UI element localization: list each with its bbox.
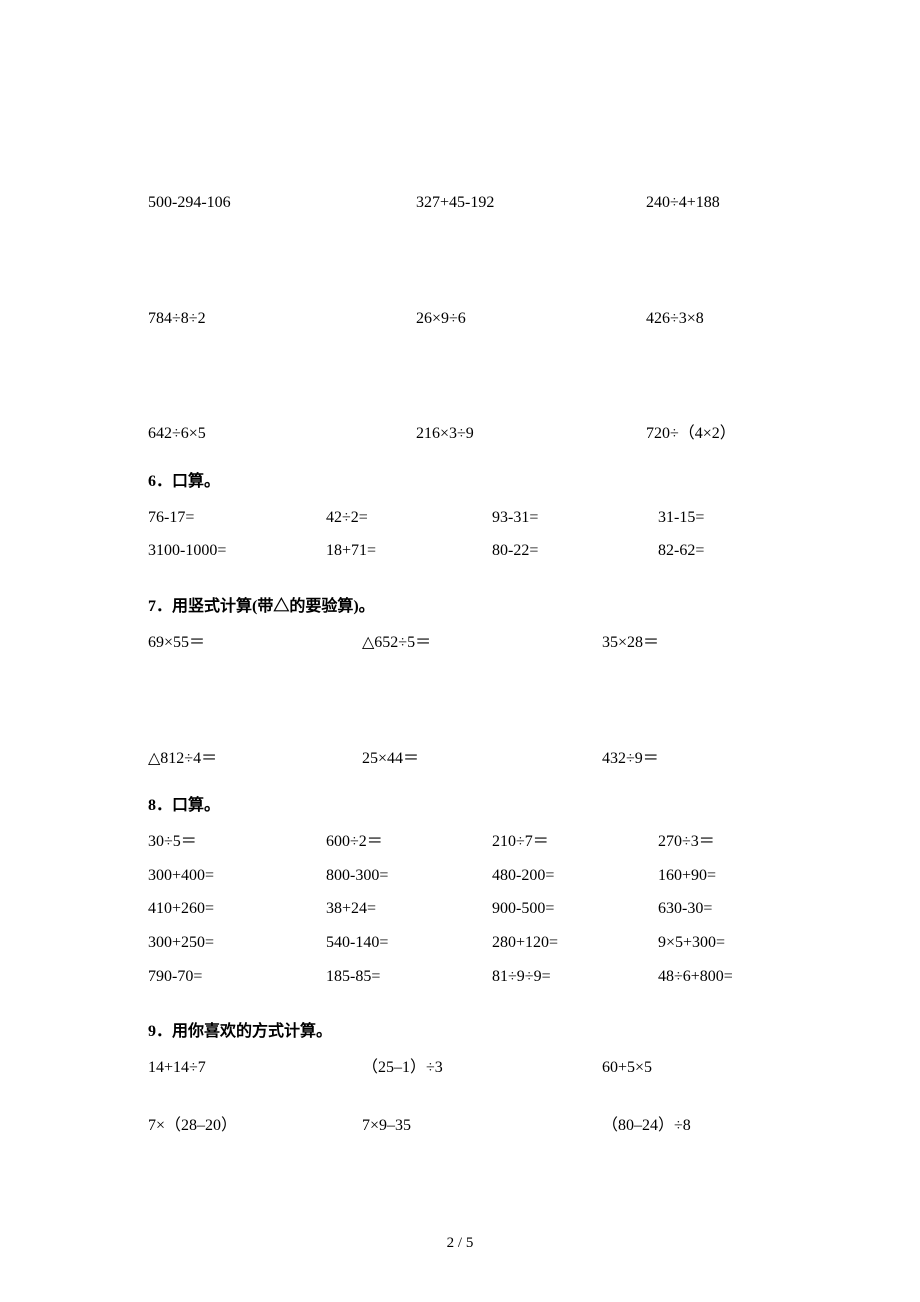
- expr-cell: 81÷9÷9=: [492, 964, 658, 990]
- expr-row: 14+14÷7 （25–1）÷3 60+5×5: [148, 1055, 772, 1081]
- expr-cell: 185-85=: [326, 964, 492, 990]
- expr-cell: 26×9÷6: [416, 306, 646, 332]
- expr-cell: 720÷（4×2）: [646, 421, 772, 447]
- expr-row: △812÷4＝ 25×44＝ 432÷9＝: [148, 746, 772, 772]
- expr-cell: 327+45-192: [416, 190, 646, 216]
- expr-cell: 280+120=: [492, 930, 658, 956]
- expr-cell: 500-294-106: [148, 190, 416, 216]
- expr-row: 3100-1000= 18+71= 80-22= 82-62=: [148, 538, 772, 564]
- expr-cell: 25×44＝: [362, 746, 602, 772]
- expr-cell: 76-17=: [148, 505, 326, 531]
- expr-cell: 38+24=: [326, 896, 492, 922]
- expr-cell: 160+90=: [658, 863, 772, 889]
- expr-cell: 630-30=: [658, 896, 772, 922]
- expr-cell: 42÷2=: [326, 505, 492, 531]
- expr-cell: 93-31=: [492, 505, 658, 531]
- expr-cell: △812÷4＝: [148, 746, 362, 772]
- expr-cell: 784÷8÷2: [148, 306, 416, 332]
- expr-cell: 432÷9＝: [602, 746, 772, 772]
- expr-row: 300+250= 540-140= 280+120= 9×5+300=: [148, 930, 772, 956]
- section-7-title: 7．用竖式计算(带△的要验算)。: [148, 592, 772, 616]
- expr-cell: 7×（28–20）: [148, 1113, 362, 1139]
- expr-cell: 80-22=: [492, 538, 658, 564]
- expr-cell: 48÷6+800=: [658, 964, 772, 990]
- expr-row: 410+260= 38+24= 900-500= 630-30=: [148, 896, 772, 922]
- page-number: 2 / 5: [0, 1235, 920, 1252]
- expr-cell: 35×28＝: [602, 630, 772, 656]
- expr-row: 76-17= 42÷2= 93-31= 31-15=: [148, 505, 772, 531]
- expr-cell: 14+14÷7: [148, 1055, 362, 1081]
- expr-row: 300+400= 800-300= 480-200= 160+90=: [148, 863, 772, 889]
- expr-cell: 642÷6×5: [148, 421, 416, 447]
- expr-cell: 300+250=: [148, 930, 326, 956]
- page-container: 500-294-106 327+45-192 240÷4+188 784÷8÷2…: [0, 0, 920, 1138]
- expr-row: 69×55＝ △652÷5＝ 35×28＝: [148, 630, 772, 656]
- expr-cell: （25–1）÷3: [362, 1055, 602, 1081]
- expr-cell: 600÷2＝: [326, 829, 492, 855]
- expr-cell: 31-15=: [658, 505, 772, 531]
- expr-row: 790-70= 185-85= 81÷9÷9= 48÷6+800=: [148, 964, 772, 990]
- section-6-title: 6．口算。: [148, 467, 772, 491]
- expr-cell: 210÷7＝: [492, 829, 658, 855]
- expr-cell: （80–24）÷8: [602, 1113, 772, 1139]
- expr-row: 784÷8÷2 26×9÷6 426÷3×8: [148, 306, 772, 332]
- expr-row: 7×（28–20） 7×9–35 （80–24）÷8: [148, 1113, 772, 1139]
- expr-cell: 7×9–35: [362, 1113, 602, 1139]
- expr-cell: △652÷5＝: [362, 630, 602, 656]
- expr-cell: 216×3÷9: [416, 421, 646, 447]
- expr-row: 30÷5＝ 600÷2＝ 210÷7＝ 270÷3＝: [148, 829, 772, 855]
- expr-cell: 3100-1000=: [148, 538, 326, 564]
- expr-cell: 800-300=: [326, 863, 492, 889]
- expr-cell: 540-140=: [326, 930, 492, 956]
- expr-cell: 426÷3×8: [646, 306, 772, 332]
- expr-row: 500-294-106 327+45-192 240÷4+188: [148, 190, 772, 216]
- section-9-title: 9．用你喜欢的方式计算。: [148, 1017, 772, 1041]
- section-8-title: 8．口算。: [148, 791, 772, 815]
- expr-cell: 18+71=: [326, 538, 492, 564]
- expr-cell: 60+5×5: [602, 1055, 772, 1081]
- expr-cell: 270÷3＝: [658, 829, 772, 855]
- expr-row: 642÷6×5 216×3÷9 720÷（4×2）: [148, 421, 772, 447]
- expr-cell: 410+260=: [148, 896, 326, 922]
- expr-cell: 30÷5＝: [148, 829, 326, 855]
- expr-cell: 240÷4+188: [646, 190, 772, 216]
- expr-cell: 790-70=: [148, 964, 326, 990]
- expr-cell: 82-62=: [658, 538, 772, 564]
- expr-cell: 9×5+300=: [658, 930, 772, 956]
- expr-cell: 300+400=: [148, 863, 326, 889]
- expr-cell: 900-500=: [492, 896, 658, 922]
- expr-cell: 69×55＝: [148, 630, 362, 656]
- expr-cell: 480-200=: [492, 863, 658, 889]
